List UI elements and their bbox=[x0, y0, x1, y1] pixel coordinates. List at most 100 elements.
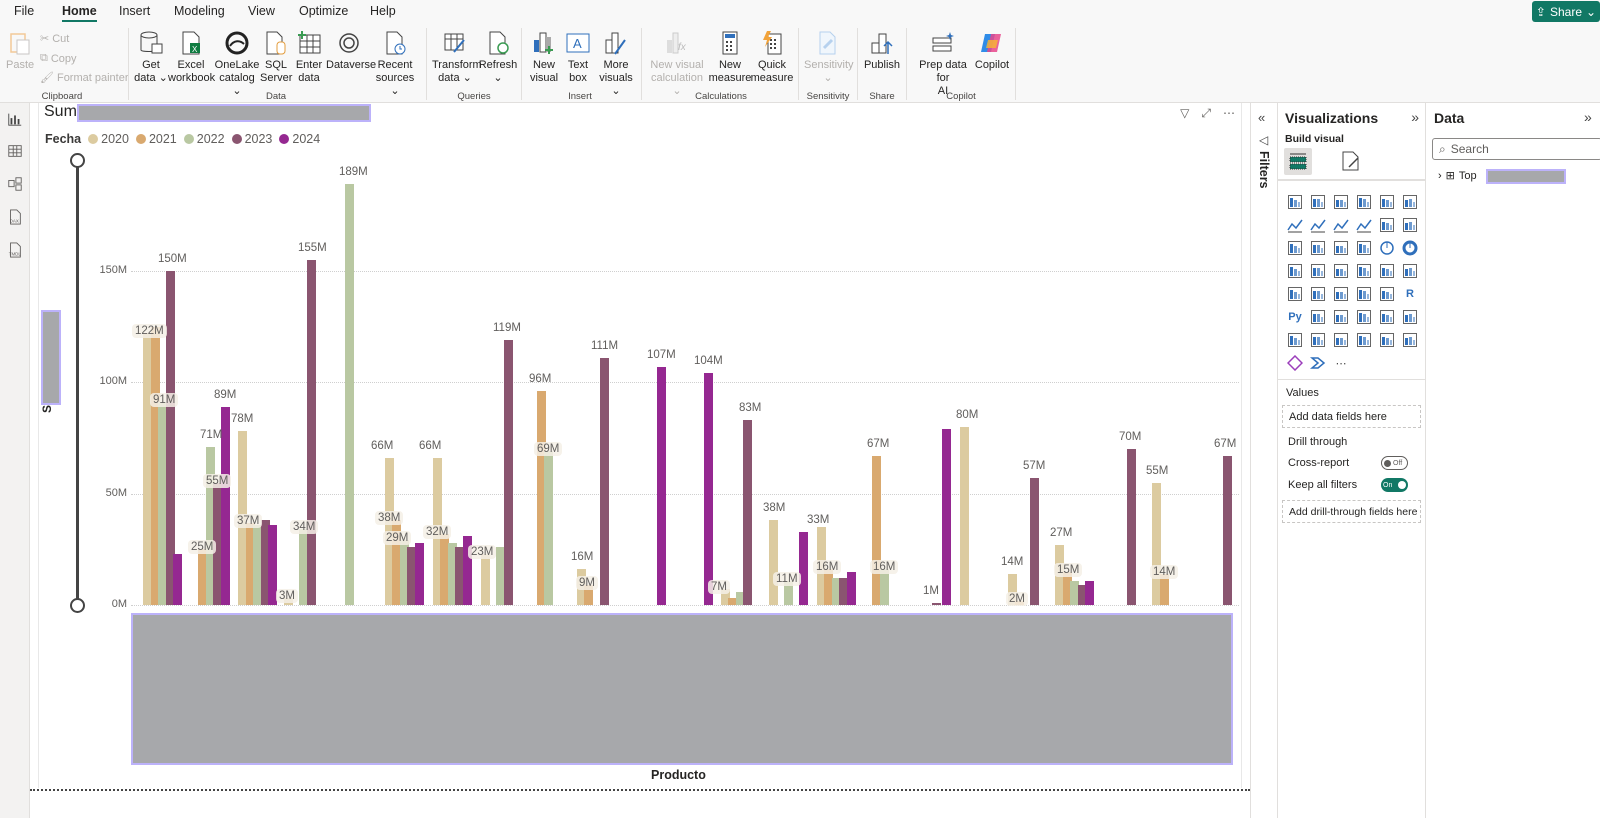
more-visual-icon[interactable]: ⋯ bbox=[1335, 357, 1347, 370]
legend-item-2022[interactable]: 2022 bbox=[183, 132, 225, 146]
menu-optimize[interactable]: Optimize bbox=[299, 4, 349, 18]
bar-2022[interactable] bbox=[832, 578, 841, 605]
100-stacked-bar-visual-icon[interactable] bbox=[1378, 193, 1396, 211]
excel-workbook-button[interactable]: X Excel workbook bbox=[168, 30, 215, 85]
bar-2021[interactable] bbox=[198, 549, 207, 605]
bar-2020[interactable] bbox=[1152, 482, 1161, 605]
bar-2023[interactable] bbox=[213, 482, 222, 605]
bar-2023[interactable] bbox=[261, 520, 270, 605]
power-apps-visual-icon[interactable] bbox=[1309, 331, 1327, 349]
menu-help[interactable]: Help bbox=[370, 4, 396, 18]
bar-2024[interactable] bbox=[415, 542, 424, 605]
bar-2022[interactable] bbox=[736, 591, 745, 605]
power-automate-visual-icon[interactable] bbox=[1332, 331, 1350, 349]
bar-2021[interactable] bbox=[151, 326, 160, 605]
python-visual-visual-icon[interactable]: Py bbox=[1288, 311, 1302, 323]
expand-filters-icon[interactable]: « bbox=[1258, 110, 1266, 125]
stacked-column-visual-icon[interactable] bbox=[1309, 193, 1327, 211]
bar-2020[interactable] bbox=[143, 333, 152, 605]
bar-2020[interactable] bbox=[721, 589, 730, 605]
bar-2021[interactable] bbox=[728, 598, 737, 605]
build-visual-tab[interactable] bbox=[1284, 148, 1312, 175]
gauge-visual-icon[interactable] bbox=[1378, 262, 1396, 280]
bar-2022[interactable] bbox=[448, 542, 457, 605]
more-visuals-button[interactable]: More visuals ⌄ bbox=[596, 30, 636, 98]
dataverse-button[interactable]: Dataverse bbox=[326, 30, 376, 72]
bar-2024[interactable] bbox=[657, 366, 666, 605]
dax-query-view-icon[interactable]: DAX bbox=[6, 209, 24, 227]
funnel-visual-icon[interactable] bbox=[1332, 239, 1350, 257]
sensitivity-button[interactable]: Sensitivity ⌄ bbox=[804, 30, 854, 85]
multi-row-card-visual-icon[interactable] bbox=[1286, 285, 1304, 303]
copilot-button[interactable]: Copilot bbox=[974, 30, 1010, 72]
legend-item-2023[interactable]: 2023 bbox=[231, 132, 272, 146]
copy-button[interactable]: ⧉ Copy bbox=[40, 52, 77, 65]
pie-visual-icon[interactable] bbox=[1378, 239, 1396, 257]
smart-narrative-visual-icon[interactable] bbox=[1378, 308, 1396, 326]
stacked-area-visual-icon[interactable] bbox=[1332, 216, 1350, 234]
ribbon-visual-icon[interactable] bbox=[1286, 239, 1304, 257]
narrative-visual-icon[interactable] bbox=[1355, 331, 1373, 349]
metrics-visual-icon[interactable] bbox=[1401, 308, 1419, 326]
line-visual-icon[interactable] bbox=[1286, 216, 1304, 234]
key-influencers-visual-icon[interactable] bbox=[1309, 308, 1327, 326]
bar-2022[interactable] bbox=[345, 184, 354, 605]
bar-2022[interactable] bbox=[158, 402, 167, 605]
bar-2021[interactable] bbox=[440, 533, 449, 605]
clustered-column-chart[interactable]: Sum ▽ ⤢ ⋯ Fecha 2020 2021 2022 2023 2024… bbox=[38, 103, 1242, 788]
scatter-visual-icon[interactable] bbox=[1355, 239, 1373, 257]
bar-2021[interactable] bbox=[1160, 573, 1169, 605]
recent-sources-button[interactable]: Recent sources ⌄ bbox=[372, 30, 418, 98]
prep-data-for-ai-button[interactable]: Prep data for AI bbox=[912, 30, 974, 98]
cross-report-toggle[interactable]: Off bbox=[1381, 456, 1408, 470]
slicer-visual-icon[interactable] bbox=[1332, 285, 1350, 303]
qa-visual-icon[interactable] bbox=[1355, 308, 1373, 326]
values-drop-zone[interactable]: Add data fields here bbox=[1282, 405, 1421, 428]
clustered-bar-visual-icon[interactable] bbox=[1332, 193, 1350, 211]
sql-server-button[interactable]: SQL Server bbox=[260, 30, 292, 85]
line-clustered-column-visual-icon[interactable] bbox=[1401, 216, 1419, 234]
tmdl-view-icon[interactable]: TMDL bbox=[6, 242, 24, 260]
r-visual-visual-icon[interactable]: R bbox=[1406, 288, 1414, 300]
matrix-visual-icon[interactable] bbox=[1378, 285, 1396, 303]
bar-2020[interactable] bbox=[1008, 573, 1017, 605]
bar-2023[interactable] bbox=[1223, 455, 1232, 605]
bar-2023[interactable] bbox=[504, 340, 513, 605]
100-stacked-area-visual-icon[interactable] bbox=[1355, 216, 1373, 234]
collapse-pane-icon[interactable]: » bbox=[1411, 109, 1419, 125]
bar-2024[interactable] bbox=[704, 373, 713, 605]
bar-2023[interactable] bbox=[407, 547, 416, 605]
onelake-catalog-button[interactable]: OneLake catalog ⌄ bbox=[214, 30, 260, 98]
bar-2022[interactable] bbox=[253, 524, 262, 605]
line-stacked-column-visual-icon[interactable] bbox=[1378, 216, 1396, 234]
menu-view[interactable]: View bbox=[248, 4, 275, 18]
filter-icon[interactable]: ▽ bbox=[1180, 106, 1190, 120]
menu-home[interactable]: Home bbox=[62, 4, 97, 22]
bar-2022[interactable] bbox=[1070, 580, 1079, 605]
menu-modeling[interactable]: Modeling bbox=[174, 4, 225, 18]
bar-2021[interactable] bbox=[392, 520, 401, 605]
bar-2023[interactable] bbox=[307, 259, 316, 605]
kpi-visual-icon[interactable] bbox=[1309, 285, 1327, 303]
card-visual-icon[interactable] bbox=[1401, 262, 1419, 280]
waterfall-visual-icon[interactable] bbox=[1309, 239, 1327, 257]
100-stacked-column-visual-icon[interactable] bbox=[1401, 193, 1419, 211]
trophy-visual-icon[interactable] bbox=[1401, 331, 1419, 349]
azure-map-visual-icon[interactable] bbox=[1355, 262, 1373, 280]
stacked-bar-visual-icon[interactable] bbox=[1286, 193, 1304, 211]
table-item[interactable]: › ⊞ Top bbox=[1438, 169, 1477, 183]
bar-2021[interactable] bbox=[246, 522, 255, 605]
menu-file[interactable]: File bbox=[14, 4, 35, 18]
bar-2023[interactable] bbox=[166, 271, 175, 605]
bar-2021[interactable] bbox=[872, 455, 881, 605]
bar-2023[interactable] bbox=[1127, 449, 1136, 605]
treemap-visual-icon[interactable] bbox=[1286, 262, 1304, 280]
legend-item-2024[interactable]: 2024 bbox=[279, 132, 320, 146]
decomposition-tree-visual-icon[interactable] bbox=[1332, 308, 1350, 326]
bar-2024[interactable] bbox=[268, 524, 277, 605]
bar-2023[interactable] bbox=[600, 357, 609, 605]
more-options-icon[interactable]: ⋯ bbox=[1223, 106, 1235, 120]
drill-through-drop-zone[interactable]: Add drill-through fields here bbox=[1282, 500, 1421, 523]
bar-2024[interactable] bbox=[173, 553, 182, 605]
new-measure-button[interactable]: New measure bbox=[708, 30, 752, 85]
